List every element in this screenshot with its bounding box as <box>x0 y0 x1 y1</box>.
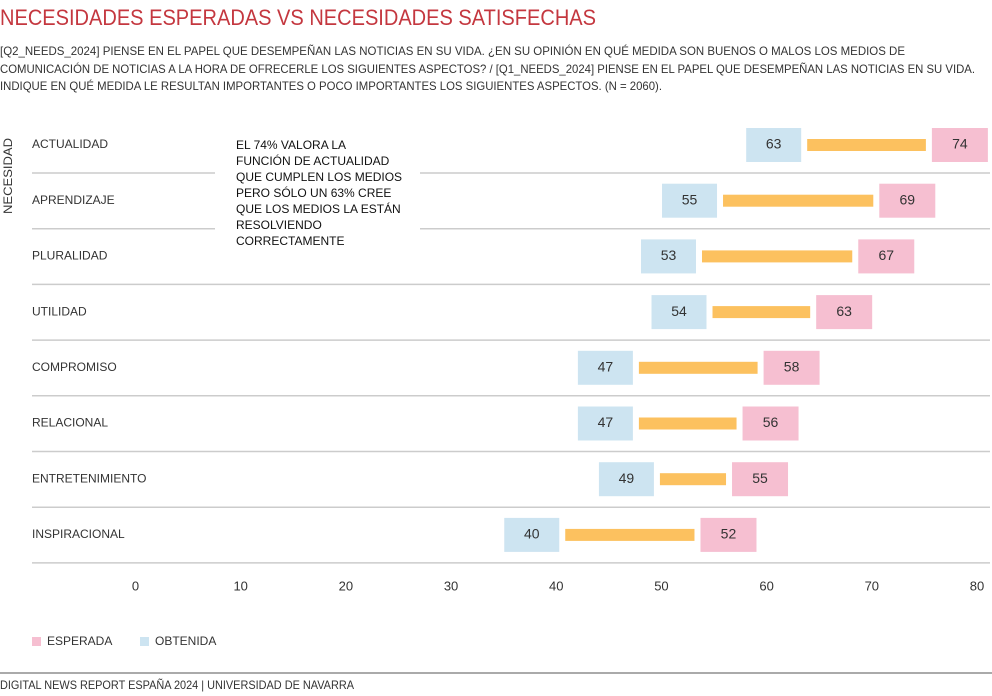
gap-bar <box>701 250 853 263</box>
category-label: PLURALIDAD <box>32 249 108 263</box>
expected-label: 55 <box>752 470 768 486</box>
obtained-label: 47 <box>598 359 614 375</box>
expected-label: 69 <box>900 191 916 207</box>
expected-box <box>879 183 936 218</box>
x-tick-label: 40 <box>549 578 563 593</box>
legend-label: ESPERADA <box>47 634 112 648</box>
annotation: RESOLVIENDO <box>236 218 322 232</box>
footer: DIGITAL NEWS REPORT ESPAÑA 2024 | UNIVER… <box>0 678 354 692</box>
obtained-box <box>651 295 707 330</box>
annotation: PERO SÓLO UN 63% CREE <box>236 185 391 200</box>
subtitle: COMUNICACIÓN DE NOTICIAS A LA HORA DE OF… <box>0 61 975 76</box>
category-label: UTILIDAD <box>32 304 87 318</box>
expected-box <box>742 406 799 441</box>
obtained-label: 55 <box>682 191 698 207</box>
obtained-label: 53 <box>661 247 677 263</box>
obtained-label: 47 <box>598 414 614 430</box>
obtained-box <box>504 517 560 552</box>
expected-label: 74 <box>952 136 968 152</box>
category-label: ACTUALIDAD <box>32 137 108 151</box>
annotation: EL 74% VALORA LA <box>236 138 346 152</box>
gap-bar <box>712 306 811 319</box>
x-tick-label: 50 <box>654 578 668 593</box>
chart-title: NECESIDADES ESPERADAS VS NECESIDADES SAT… <box>0 5 596 30</box>
subtitle: INDIQUE EN QUÉ MEDIDA LE RESULTAN IMPORT… <box>0 78 662 93</box>
annotation: QUE LOS MEDIOS LA ESTÁN <box>236 201 401 216</box>
category-label: COMPROMISO <box>32 360 117 374</box>
legend-label: OBTENIDA <box>155 634 216 648</box>
obtained-label: 40 <box>524 526 540 542</box>
x-tick-label: 30 <box>444 578 458 593</box>
obtained-box <box>598 462 654 497</box>
obtained-box <box>577 350 633 385</box>
category-label: RELACIONAL <box>32 416 108 430</box>
expected-box <box>732 462 789 497</box>
expected-label: 52 <box>721 526 737 542</box>
x-tick-label: 20 <box>339 578 353 593</box>
gap-bar <box>638 361 758 374</box>
x-tick-label: 70 <box>865 578 879 593</box>
expected-box <box>700 517 757 552</box>
annotation: CORRECTAMENTE <box>236 234 344 248</box>
expected-label: 63 <box>836 303 852 319</box>
gap-bar <box>723 194 874 207</box>
gap-bar <box>807 139 926 151</box>
obtained-box <box>577 406 633 441</box>
category-label: INSPIRACIONAL <box>32 527 125 541</box>
annotation: QUE CUMPLEN LOS MEDIOS <box>236 170 402 184</box>
obtained-box <box>662 183 718 218</box>
legend-swatch <box>140 637 149 646</box>
expected-box <box>931 128 988 162</box>
expected-box <box>763 350 820 385</box>
obtained-box <box>746 128 802 162</box>
expected-label: 67 <box>878 247 894 263</box>
category-label: APRENDIZAJE <box>32 193 115 207</box>
annotation-bg <box>215 136 420 250</box>
x-tick-label: 80 <box>970 578 984 593</box>
gap-bar <box>659 473 727 486</box>
obtained-box <box>640 239 696 274</box>
x-tick-label: 0 <box>132 578 139 593</box>
obtained-label: 63 <box>766 136 782 152</box>
expected-label: 58 <box>784 359 800 375</box>
legend-swatch <box>32 637 41 646</box>
obtained-label: 54 <box>671 303 687 319</box>
x-tick-label: 10 <box>233 578 247 593</box>
expected-box <box>816 295 873 330</box>
obtained-label: 49 <box>619 470 635 486</box>
annotation: FUNCIÓN DE ACTUALIDAD <box>236 153 390 168</box>
y-axis-label: NECESIDAD <box>1 138 15 214</box>
gap-bar <box>638 417 737 430</box>
expected-box <box>858 239 915 274</box>
subtitle: [Q2_NEEDS_2024] PIENSE EN EL PAPEL QUE D… <box>0 43 905 58</box>
category-label: ENTRETENIMIENTO <box>32 471 146 485</box>
expected-label: 56 <box>763 414 779 430</box>
gap-bar <box>565 528 695 541</box>
x-tick-label: 60 <box>759 578 773 593</box>
